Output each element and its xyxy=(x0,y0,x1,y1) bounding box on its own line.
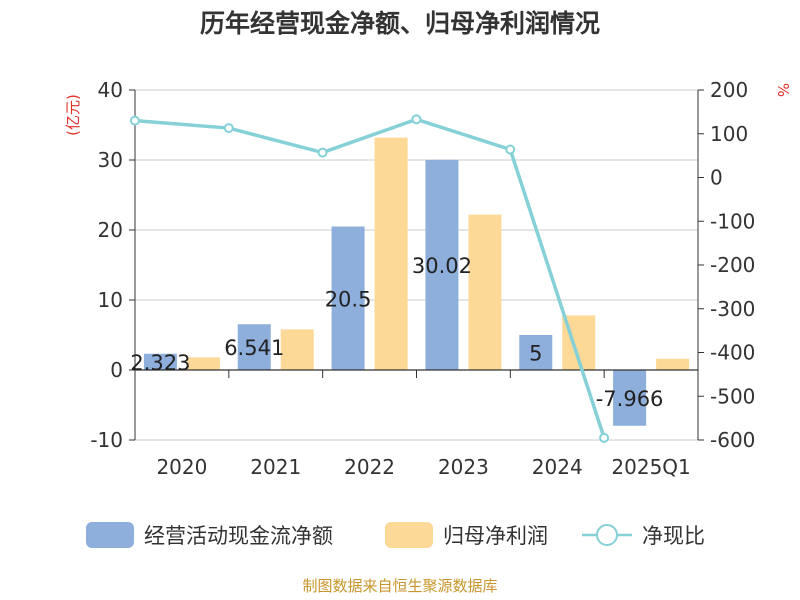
net-profit-bar xyxy=(656,358,690,370)
legend-marker-net-cash-ratio xyxy=(596,524,618,546)
cash-flow-bar xyxy=(425,159,459,370)
cash-flow-bar xyxy=(331,226,365,370)
right-tick-label: -100 xyxy=(710,209,755,233)
cash-flow-bar xyxy=(613,370,647,426)
cash-flow-data-label: 30.02 xyxy=(412,254,472,278)
left-tick-label: 30 xyxy=(98,148,123,172)
right-tick-label: -500 xyxy=(710,384,755,408)
chart-title: 历年经营现金净额、归母净利润情况 xyxy=(200,9,600,38)
right-tick-label: -400 xyxy=(710,341,755,365)
legend-swatch-cash-flow xyxy=(86,522,134,548)
cash-flow-bar xyxy=(519,335,553,370)
cash-flow-data-label: 20.5 xyxy=(325,287,372,311)
category-label: 2023 xyxy=(438,455,489,479)
net-cash-ratio-point xyxy=(411,114,422,125)
left-tick-label: 20 xyxy=(98,218,123,242)
legend-label-net-profit: 归母净利润 xyxy=(443,524,548,548)
net-cash-ratio-line xyxy=(129,114,610,443)
bars xyxy=(143,137,690,426)
net-cash-ratio-point xyxy=(505,144,516,155)
net-cash-ratio-path xyxy=(134,117,606,439)
cash-flow-data-label: 5 xyxy=(529,342,542,366)
right-tick-label: -200 xyxy=(710,253,755,277)
left-tick-label: 10 xyxy=(98,288,123,312)
net-cash-ratio-point xyxy=(129,115,140,126)
category-label: 2021 xyxy=(250,455,301,479)
category-label: 2020 xyxy=(156,455,207,479)
right-tick-label: 100 xyxy=(710,122,748,146)
cash-flow-data-label: 6.541 xyxy=(224,336,284,360)
net-profit-bar xyxy=(374,137,408,370)
legend-swatch-net-profit xyxy=(385,522,433,548)
left-tick-label: -10 xyxy=(90,428,123,452)
category-label: 2025Q1 xyxy=(611,455,690,479)
source-note: 制图数据来自恒生聚源数据库 xyxy=(302,577,497,595)
net-cash-ratio-point xyxy=(317,147,328,158)
axes: 403020100-102001000-100-200-300-400-500-… xyxy=(90,78,755,479)
net-cash-ratio-point xyxy=(599,432,610,443)
legend: 经营活动现金流净额 归母净利润 净现比 xyxy=(86,522,705,548)
right-tick-label: -300 xyxy=(710,297,755,321)
left-axis-unit: (亿元) xyxy=(64,94,82,136)
right-axis-unit: % xyxy=(774,83,792,97)
cash-flow-data-label: 2.323 xyxy=(130,351,190,375)
net-cash-ratio-point xyxy=(223,123,234,134)
right-tick-label: -600 xyxy=(710,428,755,452)
data-labels: 2.323 6.541 20.5 30.02 5 -7.966 xyxy=(130,254,663,411)
legend-label-cash-flow: 经营活动现金流净额 xyxy=(144,524,333,548)
legend-label-net-cash-ratio: 净现比 xyxy=(642,524,705,548)
net-profit-bar xyxy=(186,357,220,370)
net-profit-bar xyxy=(280,329,314,370)
cash-flow-data-label: -7.966 xyxy=(596,387,664,411)
cash-flow-bar xyxy=(143,353,177,370)
left-tick-label: 40 xyxy=(98,78,123,102)
category-label: 2022 xyxy=(344,455,395,479)
net-profit-bar xyxy=(468,214,502,370)
right-tick-label: 0 xyxy=(710,166,723,190)
cash-flow-bar xyxy=(237,324,271,370)
right-tick-label: 200 xyxy=(710,78,748,102)
category-label: 2024 xyxy=(532,455,583,479)
left-tick-label: 0 xyxy=(110,358,123,382)
